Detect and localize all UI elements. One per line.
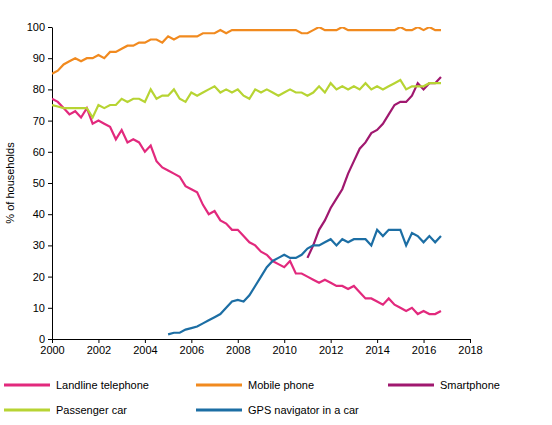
tick: 40 — [33, 208, 52, 220]
tick-label: 2004 — [133, 344, 157, 356]
tick: 70 — [33, 115, 52, 127]
tick-label: 2000 — [40, 344, 64, 356]
tick-label: 40 — [33, 208, 45, 220]
tick-label: 50 — [33, 177, 45, 189]
tick-mark — [48, 121, 52, 122]
legend-label: Mobile phone — [248, 379, 314, 391]
tick: 2014 — [365, 339, 389, 356]
y-axis-title: % of households — [4, 142, 16, 224]
tick-label: 2002 — [87, 344, 111, 356]
tick-mark — [48, 214, 52, 215]
tick-label: 80 — [33, 83, 45, 95]
series-line — [168, 230, 441, 335]
tick-mark — [238, 339, 239, 343]
legend-item: GPS navigator in a car — [196, 404, 359, 416]
tick-label: 2014 — [365, 344, 389, 356]
series-line — [52, 27, 441, 74]
legend-item: Landline telephone — [4, 379, 149, 391]
legend-item: Mobile phone — [196, 379, 314, 391]
tick: 30 — [33, 239, 52, 251]
legend-swatch — [4, 409, 50, 412]
tick-mark — [424, 339, 425, 343]
tick: 2006 — [180, 339, 204, 356]
tick-label: 2016 — [412, 344, 436, 356]
tick-label: 60 — [33, 146, 45, 158]
tick-mark — [470, 339, 471, 343]
tick: 80 — [33, 83, 52, 95]
x-axis: 2000 2002 2004 2006 2008 2010 2012 2014 2016 2018 — [40, 339, 482, 356]
tick: 90 — [33, 52, 52, 64]
tick-mark — [284, 339, 285, 343]
tick-label: 10 — [33, 302, 45, 314]
legend-swatch — [196, 384, 242, 387]
tick: 10 — [33, 302, 52, 314]
tick-label: 2018 — [458, 344, 482, 356]
tick-mark — [48, 89, 52, 90]
tick-label: 100 — [27, 21, 45, 33]
tick: 20 — [33, 271, 52, 283]
tick-label: 90 — [33, 52, 45, 64]
tick-mark — [377, 339, 378, 343]
legend-label: Passenger car — [56, 404, 127, 416]
plot: 2000200220042006200820102012201420162018… — [27, 21, 483, 356]
series-line — [52, 80, 441, 117]
axis-line — [53, 339, 471, 340]
chart: 2000200220042006200820102012201420162018… — [0, 0, 552, 425]
legend-swatch — [4, 384, 50, 387]
tick-mark — [52, 339, 53, 343]
tick: 2016 — [412, 339, 436, 356]
legend-label: Landline telephone — [56, 379, 149, 391]
legend-label: GPS navigator in a car — [248, 404, 359, 416]
tick-label: 2012 — [319, 344, 343, 356]
tick-label: 70 — [33, 115, 45, 127]
series-line — [52, 99, 441, 314]
tick-mark — [48, 27, 52, 28]
series-line — [307, 77, 441, 258]
tick: 0 — [39, 333, 52, 345]
tick: 100 — [27, 21, 52, 33]
legend-item: Passenger car — [4, 404, 127, 416]
legend: Landline telephone Mobile phone Smartphone… — [4, 379, 500, 416]
tick-label: 0 — [39, 333, 45, 345]
tick-mark — [48, 152, 52, 153]
tick-mark — [48, 339, 52, 340]
tick-label: 2010 — [272, 344, 296, 356]
tick-label: 30 — [33, 239, 45, 251]
y-axis: 0 10 20 30 40 50 60 70 80 90 100 — [27, 21, 53, 345]
tick-mark — [145, 339, 146, 343]
tick-mark — [191, 339, 192, 343]
tick: 2004 — [133, 339, 157, 356]
tick: 2010 — [272, 339, 296, 356]
tick-mark — [48, 183, 52, 184]
tick: 2012 — [319, 339, 343, 356]
tick-mark — [48, 58, 52, 59]
tick: 50 — [33, 177, 52, 189]
tick-mark — [48, 245, 52, 246]
legend-label: Smartphone — [440, 379, 500, 391]
tick-mark — [98, 339, 99, 343]
tick-label: 2006 — [180, 344, 204, 356]
tick: 2008 — [226, 339, 250, 356]
tick: 2002 — [87, 339, 111, 356]
tick-mark — [48, 308, 52, 309]
tick-mark — [331, 339, 332, 343]
lines — [52, 27, 441, 334]
legend-swatch — [388, 384, 434, 387]
tick: 60 — [33, 146, 52, 158]
tick-label: 2008 — [226, 344, 250, 356]
tick: 2018 — [458, 339, 482, 356]
tick-mark — [48, 277, 52, 278]
tick-label: 20 — [33, 271, 45, 283]
legend-item: Smartphone — [388, 379, 500, 391]
legend-swatch — [196, 409, 242, 412]
